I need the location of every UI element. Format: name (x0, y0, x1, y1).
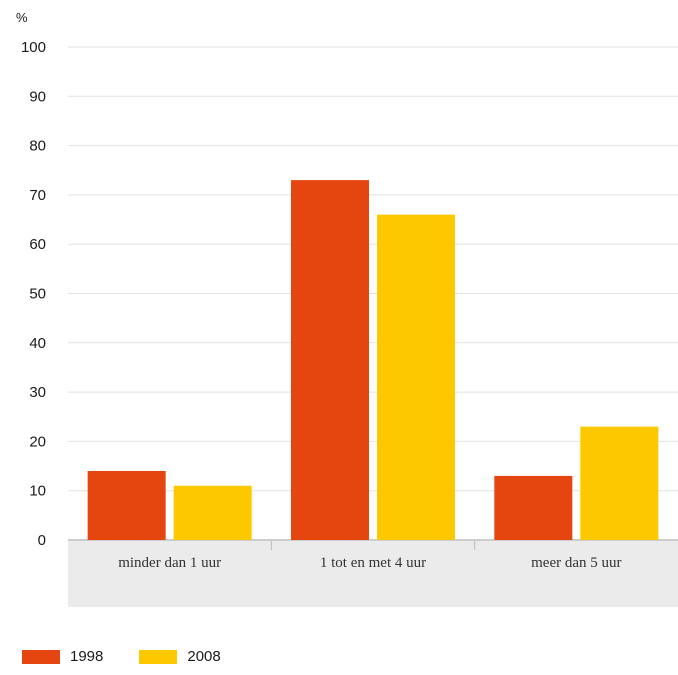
bar-1998-3 (494, 475, 573, 540)
x-category-label: 1 tot en met 4 uur (320, 555, 426, 571)
legend: 1998 2008 (22, 648, 221, 665)
bar-1998-1 (87, 470, 166, 540)
x-axis-categories: minder dan 1 uur 1 tot en met 4 uur meer d… (118, 541, 622, 571)
x-category-label: meer dan 5 uur (531, 555, 621, 571)
bar-2008-1 (173, 485, 252, 540)
y-tick-label: 50 (29, 286, 46, 303)
legend-item-1998: 1998 (22, 648, 103, 665)
y-tick-label: 20 (29, 433, 46, 450)
y-tick-label: 10 (29, 483, 46, 500)
legend-item-2008: 2008 (139, 648, 221, 665)
bar-1998-2 (291, 180, 369, 541)
y-tick-label: 0 (38, 532, 46, 549)
y-tick-label: 40 (29, 335, 46, 352)
bar-chart: % 0 10 20 30 40 50 60 70 80 90 100 minder dan 1 uu… (16, 10, 678, 607)
y-axis-ticks: 0 10 20 30 40 50 60 70 80 90 100 (21, 39, 46, 549)
y-tick-label: 90 (29, 88, 46, 105)
legend-swatch-2008 (139, 649, 178, 664)
legend-swatch-1998 (22, 649, 60, 664)
category-band (68, 541, 678, 607)
y-unit-label: % (16, 10, 28, 25)
y-tick-label: 100 (21, 39, 46, 56)
y-tick-label: 70 (29, 187, 46, 204)
y-tick-label: 60 (29, 236, 46, 253)
legend-label-2008: 2008 (187, 648, 221, 665)
x-category-label: minder dan 1 uur (118, 555, 221, 571)
legend-label-1998: 1998 (70, 648, 104, 665)
y-tick-label: 80 (29, 138, 46, 155)
bar-2008-3 (580, 426, 659, 540)
bar-2008-2 (377, 214, 455, 540)
bars (87, 180, 659, 541)
y-tick-label: 30 (29, 384, 46, 401)
gridlines (68, 46, 678, 541)
